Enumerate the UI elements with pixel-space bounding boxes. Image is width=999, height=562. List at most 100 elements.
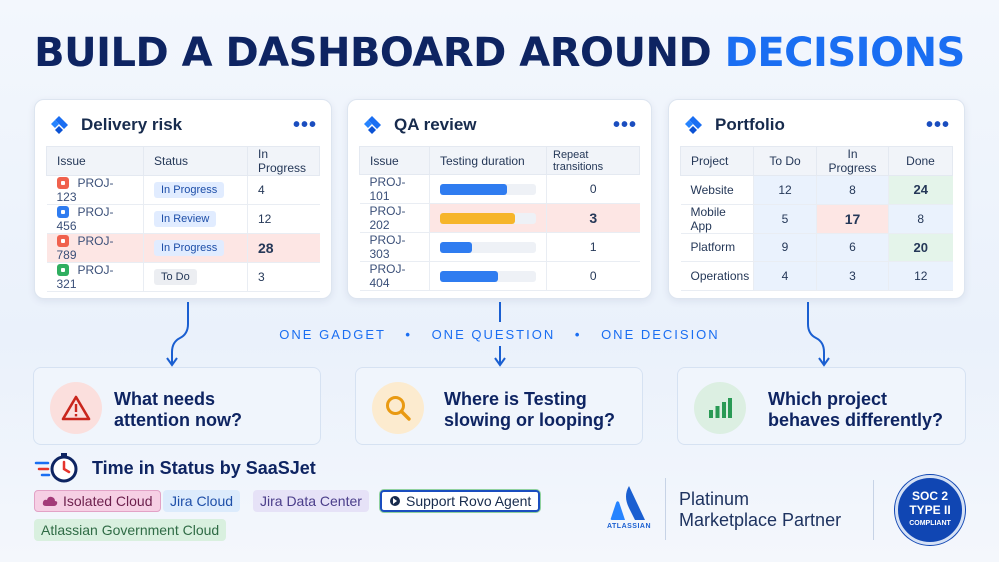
question-card-testing: Where is Testing slowing or looping? <box>355 367 643 445</box>
issue-key[interactable]: PROJ-101 <box>369 175 406 203</box>
issue-key[interactable]: PROJ-789 <box>56 234 114 262</box>
col-issue: Issue <box>46 146 144 176</box>
project-name: Website <box>680 175 754 205</box>
duration-bar <box>440 183 508 195</box>
soc2-badge: SOC 2 TYPE II COMPLIANT <box>895 475 965 545</box>
issue-key[interactable]: PROJ-321 <box>56 263 114 291</box>
question-line: slowing or looping? <box>444 410 615 430</box>
divider <box>665 478 666 540</box>
time-value-alert: 28 <box>247 233 320 263</box>
connector-arrow-left <box>166 302 189 367</box>
tagline-gadget: ONE GADGET <box>279 327 386 342</box>
more-menu-icon[interactable]: ••• <box>612 114 637 136</box>
issue-key[interactable]: PROJ-404 <box>369 262 406 290</box>
chip-isolated-cloud: Isolated Cloud <box>34 490 161 512</box>
card-title: Delivery risk <box>81 115 183 134</box>
question-line: What needs <box>114 389 216 409</box>
time-value: 4 <box>247 175 320 205</box>
time-value: 3 <box>247 262 320 292</box>
col-done: Done <box>888 146 953 176</box>
duration-bar-track <box>440 270 536 282</box>
status-badge: In Review <box>154 211 217 227</box>
col-project: Project <box>680 146 754 176</box>
chip-label: Atlassian Government Cloud <box>41 522 220 538</box>
col-testing-duration: Testing duration <box>429 146 547 175</box>
project-name: Platform <box>680 232 754 262</box>
brand-title: Time in Status by SaaSJet <box>92 457 316 478</box>
issue-key[interactable]: PROJ-456 <box>56 205 114 233</box>
duration-bar <box>440 212 515 224</box>
repeat-count: 0 <box>546 261 640 291</box>
delivery-risk-card: Delivery risk ••• Issue Status In Progre… <box>34 99 332 299</box>
headline-main: BUILD A DASHBOARD AROUND <box>34 30 712 76</box>
atlassian-logo <box>610 486 645 520</box>
chip-jira-data-center: Jira Data Center <box>253 490 369 512</box>
soc-line: SOC 2 <box>911 489 948 503</box>
table-row: PROJ-404 0 <box>359 261 640 291</box>
headline-accent: DECISIONS <box>724 30 966 76</box>
done-count: 12 <box>888 261 953 291</box>
project-name: Mobile App <box>680 203 754 234</box>
table-row: PROJ-123 In Progress 4 <box>46 175 320 205</box>
table-row: Mobile App 5 17 8 <box>680 203 953 234</box>
done-count: 8 <box>888 203 953 234</box>
stopwatch-icon <box>34 453 78 483</box>
issue-type-icon <box>56 235 69 247</box>
tagline-decision: ONE DECISION <box>601 327 720 342</box>
partner-line: Marketplace Partner <box>679 510 842 530</box>
col-in-progress: In Progress <box>816 146 889 176</box>
more-menu-icon[interactable]: ••• <box>292 114 317 136</box>
duration-bar <box>440 270 498 282</box>
chip-label: Support Rovo Agent <box>406 493 532 509</box>
col-issue: Issue <box>359 146 430 175</box>
table-row: Website 12 8 24 <box>680 175 953 205</box>
col-in-progress: In Progress <box>247 146 320 176</box>
jira-icon <box>51 116 68 134</box>
delivery-table: Issue Status In Progress PROJ-123 In Pro… <box>46 146 320 292</box>
duration-bar-track <box>440 183 536 195</box>
divider <box>873 480 874 540</box>
issue-key[interactable]: PROJ-303 <box>369 233 406 261</box>
inprogress-count: 6 <box>816 232 889 262</box>
question-line: Where is Testing <box>444 389 587 409</box>
table-row: PROJ-456 In Review 12 <box>46 204 320 234</box>
cloud-lock-icon <box>42 496 58 506</box>
tagline-question: ONE QUESTION <box>431 327 556 342</box>
issue-key[interactable]: PROJ-123 <box>56 176 114 204</box>
rovo-icon <box>390 496 400 506</box>
portfolio-table: Project To Do In Progress Done Website 1… <box>680 146 953 291</box>
todo-count: 12 <box>753 175 817 205</box>
question-line: behaves differently? <box>768 410 944 430</box>
table-row-highlighted: PROJ-789 In Progress 28 <box>46 233 320 263</box>
partner-line: Platinum <box>679 489 750 509</box>
todo-count: 4 <box>753 261 817 291</box>
chip-label: Jira Cloud <box>170 493 234 509</box>
col-to-do: To Do <box>753 146 817 176</box>
jira-icon <box>685 116 702 134</box>
page-headline: BUILD A DASHBOARD AROUND DECISIONS <box>0 30 999 76</box>
inprogress-count: 17 <box>816 203 889 234</box>
chip-label: Isolated Cloud <box>63 493 153 509</box>
question-card-attention: What needs attention now? <box>33 367 321 445</box>
done-count: 20 <box>888 232 953 262</box>
qa-review-card: QA review ••• Issue Testing duration Rep… <box>347 99 652 299</box>
status-badge: In Progress <box>154 240 225 256</box>
portfolio-card: Portfolio ••• Project To Do In Progress … <box>668 99 965 299</box>
chip-jira-cloud: Jira Cloud <box>163 490 241 512</box>
issue-type-icon <box>56 206 69 218</box>
tagline-separator: • <box>574 327 582 342</box>
todo-count: 5 <box>753 203 817 234</box>
soc-line: COMPLIANT <box>909 520 951 527</box>
tagline: ONE GADGET • ONE QUESTION • ONE DECISION <box>0 327 999 342</box>
card-title: Portfolio <box>715 115 785 134</box>
atlassian-wordmark: ATLASSIAN <box>607 523 652 530</box>
question-line: Which project <box>768 389 888 409</box>
issue-key[interactable]: PROJ-202 <box>369 204 406 232</box>
search-icon <box>372 382 424 434</box>
col-repeat-transitions: Repeat transitions <box>546 146 640 175</box>
table-row: PROJ-202 3 <box>359 203 640 233</box>
inprogress-count: 3 <box>816 261 889 291</box>
product-brand: Time in Status by SaaSJet <box>34 451 316 485</box>
card-title: QA review <box>394 115 477 134</box>
more-menu-icon[interactable]: ••• <box>925 114 950 136</box>
